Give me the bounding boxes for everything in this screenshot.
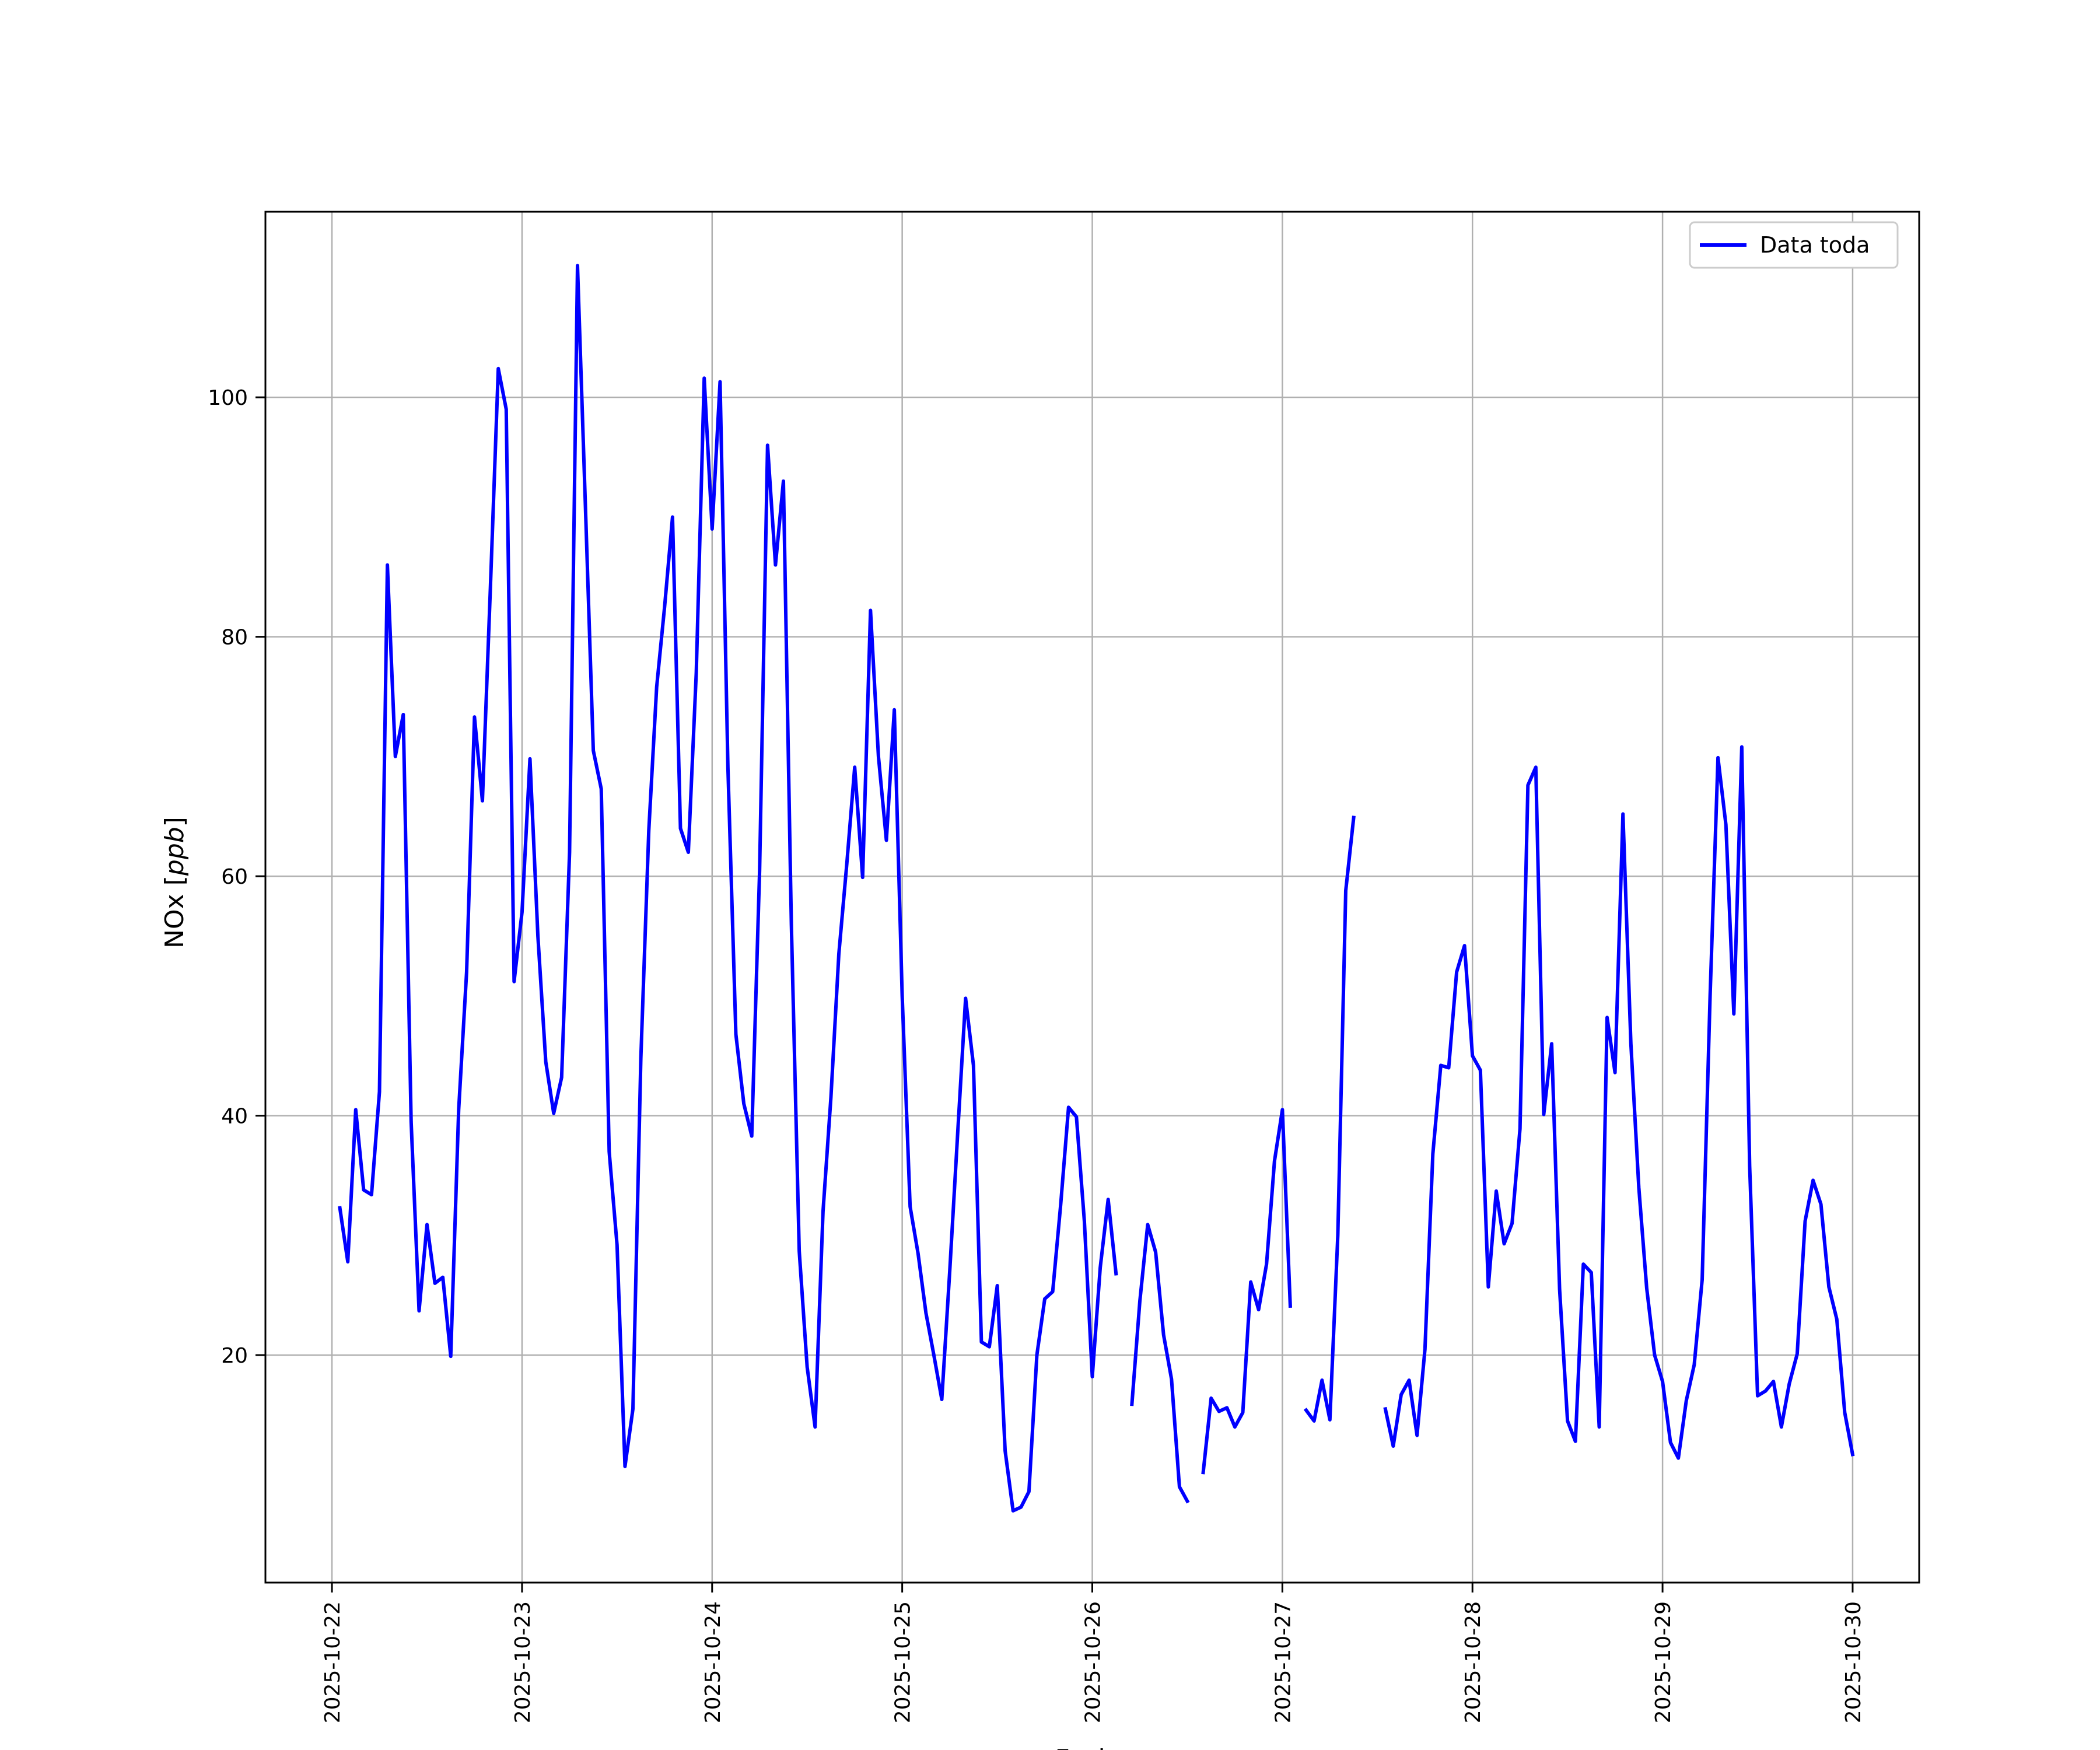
y-tick-label: 20 — [221, 1344, 248, 1368]
x-tick-label: 2025-10-25 — [891, 1601, 915, 1723]
y-tick-label: 60 — [221, 865, 248, 889]
series-line-data-toda — [1383, 745, 1855, 1460]
x-tick-label: 2025-10-23 — [511, 1601, 535, 1723]
x-tick-label: 2025-10-24 — [701, 1601, 725, 1723]
y-axis-label-bracket-open: [ — [160, 876, 190, 886]
y-axis-label-main: NOx — [160, 886, 190, 949]
legend-box — [1689, 221, 1899, 269]
series-line-data-toda — [338, 264, 1118, 1513]
series-line-data-toda — [1201, 1108, 1293, 1475]
y-tick-label: 40 — [221, 1105, 248, 1129]
x-tick-label: 2025-10-27 — [1271, 1601, 1295, 1723]
y-axis-label: NOx [ppb] — [160, 817, 190, 949]
x-axis-label: Fecha — [1055, 1744, 1130, 1750]
series-lines — [338, 264, 1855, 1513]
y-axis-label-unit: ppb — [160, 827, 190, 876]
series-line-data-toda — [1130, 1223, 1190, 1504]
y-tick-label: 100 — [208, 386, 248, 410]
legend: Data toda — [1689, 221, 1899, 269]
x-tick-label: 2025-10-28 — [1461, 1601, 1485, 1723]
x-tick-label: 2025-10-29 — [1651, 1601, 1675, 1723]
axis-ticks: 2025-10-22 2025-10-23 2025-10-24 2025-10-25… — [208, 386, 1866, 1723]
x-tick-label: 2025-10-30 — [1842, 1601, 1866, 1723]
series-line-data-toda — [1303, 816, 1356, 1423]
x-tick-label: 2025-10-22 — [321, 1601, 345, 1723]
y-tick-label: 80 — [221, 626, 248, 650]
y-axis-label-bracket-close: ] — [160, 817, 190, 827]
x-tick-label: 2025-10-26 — [1082, 1601, 1105, 1723]
legend-label-data-toda: Data toda — [1760, 232, 1870, 258]
